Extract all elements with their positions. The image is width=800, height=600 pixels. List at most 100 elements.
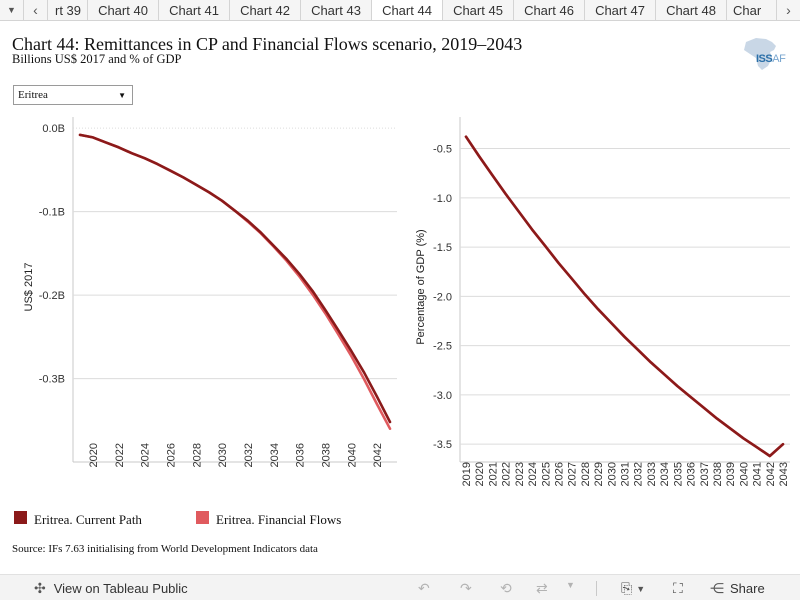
- left-y-tick-label: -0.3B: [39, 374, 65, 386]
- view-on-tableau-public-link[interactable]: ✣ View on Tableau Public: [34, 580, 188, 597]
- tab-chart-42[interactable]: Chart 42: [230, 0, 301, 20]
- right-x-tick-label: 2028: [580, 462, 592, 486]
- right-x-tick-label: 2040: [738, 462, 750, 486]
- right-x-tick-label: 2025: [540, 462, 552, 486]
- left-x-tick-label: 2022: [114, 443, 126, 467]
- revert-button[interactable]: ⟲: [500, 580, 512, 597]
- refresh-icon: ⇄: [536, 580, 548, 596]
- right-x-tick-label: 2026: [553, 462, 565, 486]
- country-filter-dropdown[interactable]: Eritrea ▼: [13, 85, 133, 105]
- right-y-tick-labels: -0.5 -1.0 -1.5 -2.0 -2.5 -3.0 -3.5: [433, 144, 452, 452]
- left-y-tick-label: -0.1B: [39, 207, 65, 219]
- tab-chart-43[interactable]: Chart 43: [301, 0, 372, 20]
- right-y-axis-title: Percentage of GDP (%): [415, 229, 427, 344]
- view-on-tableau-label: View on Tableau Public: [53, 581, 188, 596]
- revert-icon: ⟲: [500, 580, 512, 596]
- share-label: Share: [730, 581, 765, 596]
- download-icon: ⎘: [621, 580, 633, 596]
- tab-chart-40[interactable]: Chart 40: [88, 0, 159, 20]
- right-x-tick-label: 2036: [686, 462, 698, 486]
- right-x-tick-label: 2039: [725, 462, 737, 486]
- right-x-tick-label: 2035: [672, 462, 684, 486]
- right-x-tick-label: 2019: [461, 462, 473, 486]
- tableau-logo-icon: ✣: [34, 580, 46, 596]
- tab-menu-icon[interactable]: ▼: [0, 0, 24, 20]
- right-x-tick-label: 2027: [567, 462, 579, 486]
- fullscreen-icon: ⛶: [673, 580, 683, 596]
- right-x-tick-label: 2021: [487, 462, 499, 486]
- africa-map-logo-icon: [744, 38, 776, 70]
- legend-swatch-financial-flows: [196, 510, 209, 524]
- chart-remittances-usd: US$ 2017 0.0B -0.1B -0.2B -0.3B 2020 2022 202…: [23, 117, 397, 467]
- right-x-tick-labels: 2019 2020 2021 2022 2023 2024 2025 2026 2027 2028…: [461, 462, 790, 486]
- right-x-tick-label: 2022: [501, 462, 513, 486]
- right-y-tick-label: -1.5: [433, 242, 452, 254]
- dropdown-caret-icon: ▼: [636, 583, 646, 594]
- logo-text-main: ISS: [756, 53, 773, 65]
- legend-item-financial-flows[interactable]: Eritrea. Financial Flows: [196, 510, 341, 528]
- tab-chart-39[interactable]: rt 39: [48, 0, 88, 20]
- tab-chart-49[interactable]: Char: [733, 2, 762, 18]
- left-y-axis-title: US$ 2017: [23, 263, 35, 312]
- tab-chart-48[interactable]: Chart 48: [656, 0, 727, 20]
- left-series-lines: [78, 133, 392, 431]
- country-filter-value: Eritrea: [18, 89, 48, 101]
- left-x-tick-labels: 2020 2022 2024 2026 2028 2030 2032 2034 2036 2038…: [88, 443, 384, 467]
- tab-list: rt 39 Chart 40 Chart 41 Chart 42 Chart 4…: [48, 0, 776, 20]
- right-x-tick-label: 2038: [712, 462, 724, 486]
- download-button[interactable]: ⎘ ▼: [621, 580, 645, 597]
- left-series-line-financial-flows[interactable]: [78, 133, 392, 431]
- redo-button[interactable]: ↷: [460, 580, 472, 597]
- right-y-tick-label: -2.5: [433, 341, 452, 353]
- left-x-tick-label: 2026: [165, 443, 177, 467]
- left-x-tick-label: 2020: [88, 443, 100, 467]
- logo-text-sub: AF: [772, 53, 786, 65]
- tab-chart-45[interactable]: Chart 45: [443, 0, 514, 20]
- tab-chart-41[interactable]: Chart 41: [159, 0, 230, 20]
- tab-chart-47[interactable]: Chart 47: [585, 0, 656, 20]
- left-x-tick-label: 2032: [243, 443, 255, 467]
- right-x-tick-label: 2024: [527, 462, 539, 486]
- tab-chart-44[interactable]: Chart 44: [372, 0, 443, 20]
- right-x-tick-label: 2030: [606, 462, 618, 486]
- tab-next-arrow-icon[interactable]: ›: [776, 0, 800, 20]
- right-gridlines: [460, 148, 790, 445]
- share-icon: ⋲: [710, 580, 724, 596]
- left-y-tick-labels: 0.0B -0.1B -0.2B -0.3B: [39, 123, 65, 385]
- tab-prev-arrow-icon[interactable]: ‹: [24, 0, 48, 20]
- left-y-tick-label: 0.0B: [42, 123, 65, 135]
- tab-chart-46[interactable]: Chart 46: [514, 0, 585, 20]
- pause-dropdown-button[interactable]: ▼: [566, 580, 575, 590]
- right-series-line-current-path[interactable]: [464, 135, 785, 458]
- right-x-tick-label: 2034: [659, 462, 671, 486]
- right-x-tick-label: 2037: [699, 462, 711, 486]
- left-x-tick-label: 2042: [372, 443, 384, 467]
- left-y-tick-label: -0.2B: [39, 290, 65, 302]
- fullscreen-button[interactable]: ⛶: [673, 580, 683, 597]
- left-x-tick-label: 2028: [191, 443, 203, 467]
- left-series-line-current-path[interactable]: [78, 133, 392, 424]
- right-x-tick-label: 2031: [620, 462, 632, 486]
- left-x-tick-label: 2038: [320, 443, 332, 467]
- left-x-tick-label: 2034: [269, 443, 281, 467]
- share-button[interactable]: ⋲ Share: [710, 580, 765, 597]
- legend-item-current-path[interactable]: Eritrea. Current Path: [14, 510, 142, 528]
- chart-remittances-pct-gdp: Percentage of GDP (%) -0.5 -1.0 -1.5 -2.0 -2…: [415, 117, 790, 486]
- right-x-tick-label: 2042: [765, 462, 777, 486]
- right-y-tick-label: -2.0: [433, 291, 452, 303]
- right-series-lines: [464, 135, 785, 458]
- dropdown-caret-icon: ▼: [118, 91, 126, 100]
- legend-label-current-path: Eritrea. Current Path: [34, 512, 142, 527]
- right-y-tick-label: -0.5: [433, 144, 452, 156]
- right-x-tick-label: 2033: [646, 462, 658, 486]
- left-x-tick-label: 2040: [346, 443, 358, 467]
- refresh-button[interactable]: ⇄: [536, 580, 548, 597]
- undo-button[interactable]: ↶: [418, 580, 430, 597]
- right-y-tick-label: -1.0: [433, 193, 452, 205]
- right-x-tick-label: 2020: [474, 462, 486, 486]
- right-x-tick-label: 2043: [778, 462, 790, 486]
- right-x-tick-label: 2023: [514, 462, 526, 486]
- toolbar-separator: [596, 581, 597, 596]
- legend-swatch-current-path: [14, 510, 27, 524]
